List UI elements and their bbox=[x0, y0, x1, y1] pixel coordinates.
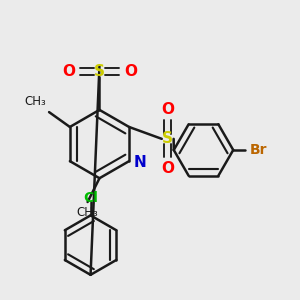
Text: S: S bbox=[94, 64, 105, 79]
Text: N: N bbox=[134, 155, 146, 170]
Text: CH₃: CH₃ bbox=[77, 206, 98, 220]
Text: S: S bbox=[162, 131, 173, 146]
Text: Cl: Cl bbox=[83, 190, 98, 205]
Text: O: O bbox=[161, 102, 174, 117]
Text: O: O bbox=[124, 64, 137, 79]
Text: O: O bbox=[161, 161, 174, 176]
Text: O: O bbox=[62, 64, 75, 79]
Text: Br: Br bbox=[250, 143, 267, 157]
Text: CH₃: CH₃ bbox=[24, 94, 46, 108]
